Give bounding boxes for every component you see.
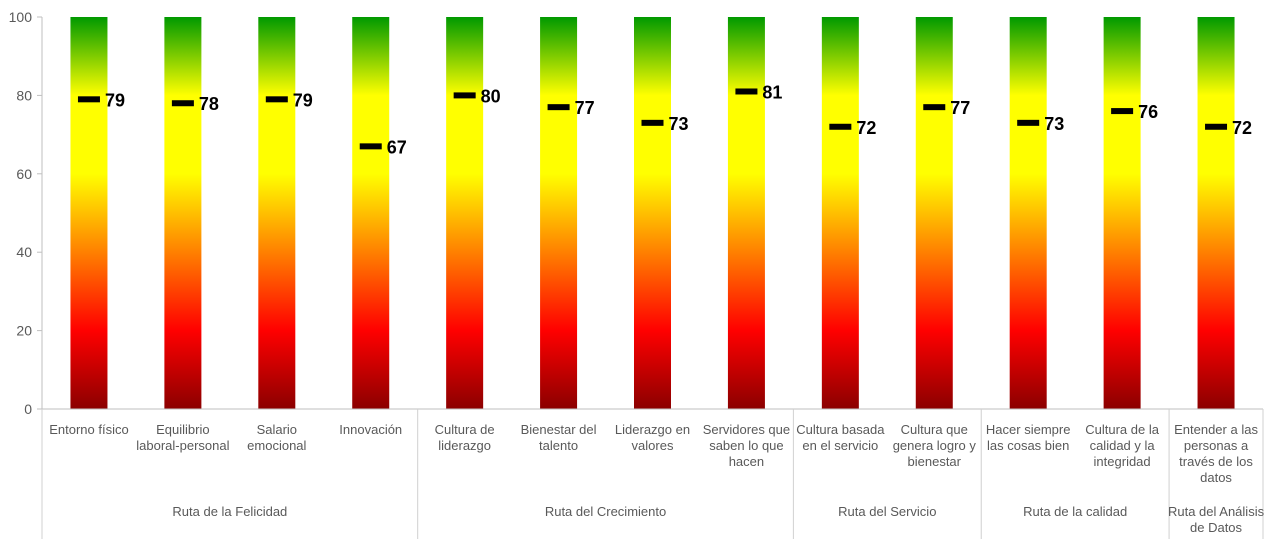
bar	[821, 17, 859, 409]
category-label: Innovación	[339, 422, 402, 437]
category-label: Cultura que genera logro y bienestar	[893, 422, 977, 469]
y-axis: 0 20 40 60 80 100	[9, 9, 43, 417]
value-marker	[1017, 119, 1040, 126]
group-label: Ruta del Crecimiento	[545, 504, 666, 519]
y-tick-label: 80	[16, 87, 32, 103]
data-label: 77	[575, 98, 595, 118]
value-marker	[77, 96, 100, 103]
data-label: 77	[950, 98, 970, 118]
bar	[352, 17, 390, 409]
category-label: Cultura de la calidad y la integridad	[1085, 422, 1159, 469]
bar	[727, 17, 765, 409]
bar	[1103, 17, 1141, 409]
value-markers: 79 78 79 67 80 77 73 81 72 77 73 76 72	[77, 82, 1252, 157]
category-label: Cultura basada en el servicio	[796, 422, 885, 453]
data-label: 72	[856, 118, 876, 138]
bar	[70, 17, 108, 409]
data-label: 67	[387, 137, 407, 157]
data-label: 73	[669, 114, 689, 134]
category-label: Salario emocional	[247, 422, 306, 453]
value-marker	[735, 88, 758, 95]
data-label: 78	[199, 94, 219, 114]
value-marker	[265, 96, 288, 103]
data-label: 80	[481, 86, 501, 106]
bar	[915, 17, 953, 409]
value-marker	[1205, 123, 1228, 130]
category-label: Liderazgo en valores	[615, 422, 690, 453]
bar	[446, 17, 484, 409]
data-label: 79	[105, 90, 125, 110]
group-label: Ruta de la Felicidad	[172, 504, 287, 519]
value-marker	[1111, 108, 1134, 115]
y-tick-label: 40	[16, 244, 32, 260]
bar	[540, 17, 578, 409]
bar	[634, 17, 671, 409]
value-marker	[641, 119, 664, 126]
data-label: 72	[1232, 118, 1252, 138]
group-label: Ruta del Análisis de Datos	[1168, 504, 1265, 535]
category-label: Entender a las personas a través de los dat…	[1174, 422, 1258, 485]
y-tick-label: 60	[16, 166, 32, 182]
value-marker	[923, 104, 946, 111]
data-label: 76	[1138, 102, 1158, 122]
y-tick-label: 20	[16, 323, 32, 339]
y-tick-label: 0	[24, 401, 32, 417]
bar	[258, 17, 296, 409]
category-label: Bienestar del talento	[521, 422, 597, 453]
category-label: Servidores que saben lo que hacen	[703, 422, 790, 469]
value-marker	[453, 92, 476, 99]
value-marker	[829, 123, 852, 130]
x-axis: Entorno físico Equilibrio laboral-personal…	[41, 408, 1265, 539]
bar	[164, 17, 202, 409]
bar	[1009, 17, 1047, 409]
value-marker	[359, 143, 382, 150]
category-label: Entorno físico	[49, 422, 129, 437]
value-marker	[547, 104, 570, 111]
data-label: 81	[762, 82, 782, 102]
category-label: Hacer siempre las cosas bien	[986, 422, 1071, 453]
value-marker	[171, 100, 194, 107]
category-label: Cultura de liderazgo	[435, 422, 495, 453]
category-label: Equilibrio laboral-personal	[136, 422, 229, 453]
group-label: Ruta del Servicio	[838, 504, 936, 519]
data-label: 79	[293, 90, 313, 110]
bars	[70, 17, 1235, 409]
data-label: 73	[1044, 114, 1064, 134]
group-label: Ruta de la calidad	[1023, 504, 1127, 519]
y-tick-label: 100	[9, 9, 33, 25]
bar	[1197, 17, 1235, 409]
